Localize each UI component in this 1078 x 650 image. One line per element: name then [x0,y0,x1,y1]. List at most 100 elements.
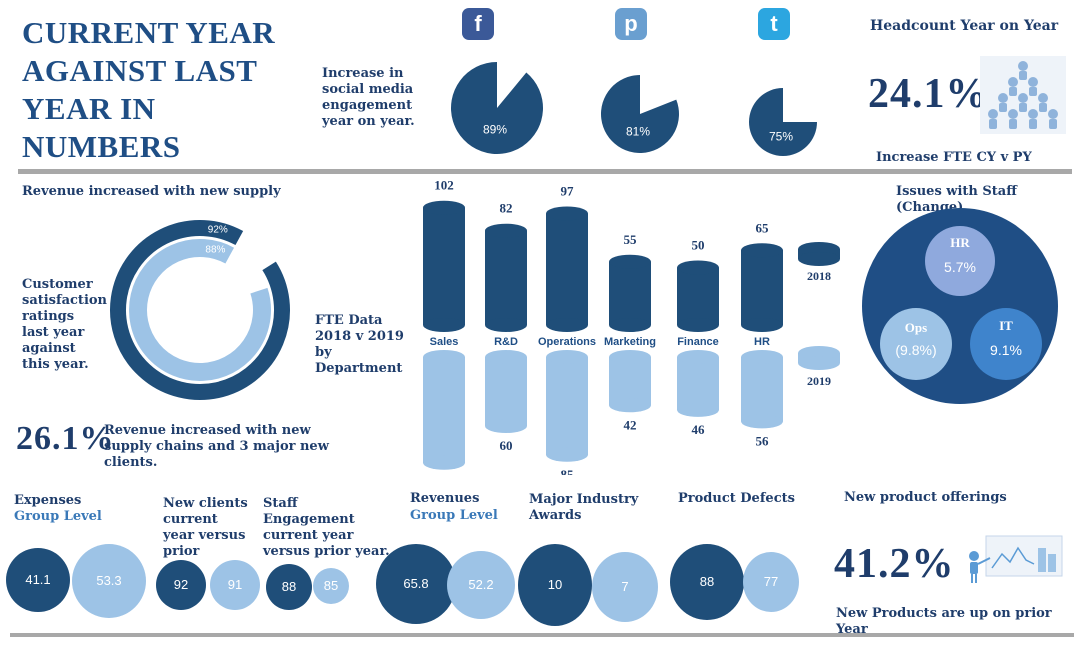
headcount-value: 24.1% [868,71,989,117]
revenue-title: Revenue increased with new supply [22,184,281,199]
staff-hr-value: 5.7% [944,259,976,275]
divider-bottom [10,633,1074,637]
cylinder-top [798,346,840,360]
headcount-caption: Increase FTE CY v PY [876,150,1032,165]
revenues-subtitle: Group Level [410,508,498,523]
fte-2018-value: 102 [434,178,454,193]
cylinder-body [741,250,783,325]
social-pie-slice [749,88,817,156]
fte-2019-value: 85 [561,467,575,475]
cylinder-bottom [485,318,527,332]
defects-cy-bubble: 88 [670,544,744,620]
expenses-py-bubble: 53.3 [72,544,146,618]
cylinder-top [741,350,783,364]
cylinder-top [798,242,840,256]
cylinder-top [677,350,719,364]
fte-2019-value: 56 [756,433,770,448]
presentation-chart-icon [964,534,1064,584]
cylinder-top [423,200,465,215]
people-pyramid-icon [980,56,1066,134]
satisfaction-donut-chart: 92% 88% [110,220,290,400]
revenues-cy-bubble: 65.8 [376,544,456,624]
social-caption: Increase in social media engagement year… [322,66,415,129]
fte-caption: FTE Data 2018 v 2019 by Department [315,313,404,376]
awards-caption: Major Industry Awards [529,492,639,523]
cylinder-body [609,261,651,325]
cylinder-top [423,350,465,364]
cylinder-body [677,267,719,325]
fte-2018-value: 55 [624,232,638,247]
cylinder-body [546,357,588,455]
cylinder-bottom [546,447,588,462]
cylinder-top [546,206,588,221]
cylinder-top [609,254,651,269]
cylinder-bottom [609,398,651,413]
revenue-caption: Revenue increased with new supply chains… [104,423,329,470]
donut-ring [110,220,290,400]
staff-engagement-cy-bubble: 88 [266,564,312,610]
fte-department-label: HR [754,336,770,348]
cylinder-bottom [546,318,588,332]
social-pie-label: 89% [483,122,507,136]
cylinder-top [741,243,783,258]
cylinder-bottom [609,318,651,332]
defects-caption: Product Defects [678,491,795,506]
cylinder-bottom [741,318,783,332]
cylinder-top [609,350,651,364]
cylinder-bottom [677,318,719,332]
fte-2019-value: 42 [624,417,637,432]
staff-ops-bubble: Ops (9.8%) [880,308,952,380]
expenses-cy-bubble: 41.1 [6,548,70,612]
fte-department-label: Operations [538,336,596,348]
donut-label: 92% [208,225,228,236]
satisfaction-caption: Customer satisfaction ratings last year … [22,277,108,372]
cylinder-top [546,350,588,364]
awards-py-bubble: 7 [592,552,658,622]
fte-department-label: Sales [430,336,459,348]
cylinder-top [485,223,527,238]
social-pie-label: 75% [769,130,793,144]
new-clients-py-bubble: 91 [210,560,260,610]
legend-2019: 2019 [807,374,831,388]
expenses-title: Expenses [14,493,82,508]
new-clients-cy-bubble: 92 [156,560,206,610]
cylinder-bottom [423,318,465,332]
new-products-value: 41.2% [834,541,955,587]
awards-cy-bubble: 10 [518,544,592,626]
revenues-title: Revenues [410,491,480,506]
twitter-icon[interactable]: t [758,8,790,40]
social-pie-slice [601,75,679,153]
cylinder-bottom [677,402,719,417]
fte-2019-value: 60 [500,438,513,453]
new-clients-caption: New clients current year versus prior [163,496,248,559]
staff-ops-label: Ops [904,320,928,335]
fte-department-label: Marketing [604,336,656,348]
cylinder-body [741,357,783,422]
staff-it-label: IT [999,318,1013,333]
social-pie-slice [451,61,543,154]
cylinder-body [485,230,527,325]
revenues-py-bubble: 52.2 [447,551,515,619]
defects-py-bubble: 77 [743,552,799,612]
staff-ops-value: (9.8%) [895,342,937,358]
cylinder-bottom [798,356,840,370]
fte-2018-value: 65 [756,220,770,235]
fte-2018-value: 97 [561,183,575,198]
fte-2018-value: 50 [692,238,705,253]
cylinder-top [677,260,719,275]
cylinder-body [485,357,527,426]
cylinder-body [423,357,465,463]
cylinder-body [677,357,719,410]
cylinder-bottom [423,455,465,470]
facebook-icon[interactable]: f [462,8,494,40]
staff-it-value: 9.1% [990,342,1022,358]
staff-hr-bubble: HR 5.7% [925,226,995,296]
donut-ring [129,239,271,381]
fte-cylinder-chart: 102Sales9282R&D6097Operations8555Marketi… [423,178,840,475]
expenses-subtitle: Group Level [14,509,102,524]
cylinder-body [546,213,588,325]
staff-engagement-py-bubble: 85 [313,568,349,604]
pinterest-icon[interactable]: p [615,8,647,40]
headcount-title: Headcount Year on Year [870,18,1059,34]
fte-department-label: Finance [677,336,719,348]
